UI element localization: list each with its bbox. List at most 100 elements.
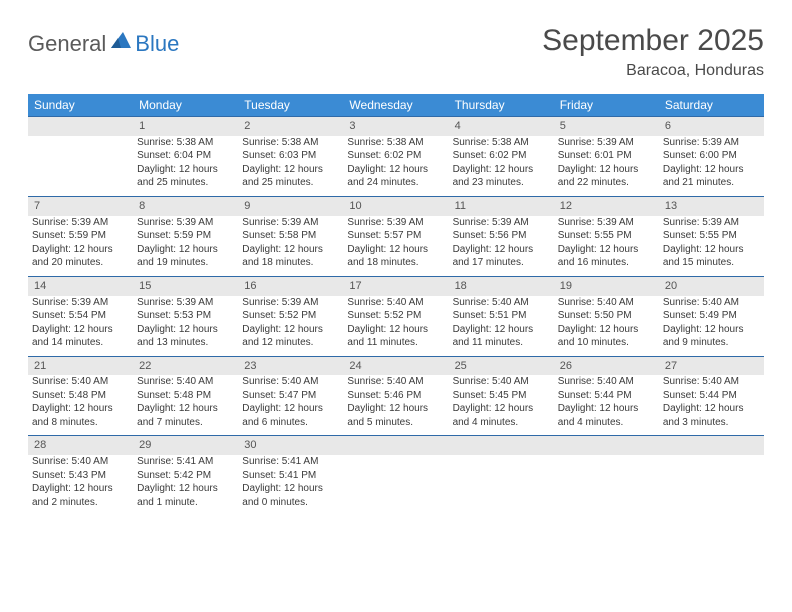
daylight-text: Daylight: 12 hours and 18 minutes. — [347, 243, 444, 270]
day-number: 11 — [449, 196, 554, 215]
sunset-text: Sunset: 5:55 PM — [558, 229, 655, 243]
daylight-text: Daylight: 12 hours and 18 minutes. — [242, 243, 339, 270]
daylight-text: Daylight: 12 hours and 7 minutes. — [137, 402, 234, 429]
day-cell: Sunrise: 5:38 AMSunset: 6:02 PMDaylight:… — [343, 136, 448, 197]
sunset-text: Sunset: 5:47 PM — [242, 389, 339, 403]
day-number — [449, 436, 554, 455]
sunset-text: Sunset: 6:02 PM — [347, 149, 444, 163]
weekday-header: Friday — [554, 94, 659, 117]
day-number: 9 — [238, 196, 343, 215]
daynum-row: 282930 — [28, 436, 764, 455]
daynum-row: 14151617181920 — [28, 276, 764, 295]
day-cell: Sunrise: 5:38 AMSunset: 6:02 PMDaylight:… — [449, 136, 554, 197]
sunrise-text: Sunrise: 5:40 AM — [663, 375, 760, 389]
sunrise-text: Sunrise: 5:40 AM — [558, 375, 655, 389]
sunset-text: Sunset: 5:51 PM — [453, 309, 550, 323]
day-number: 27 — [659, 356, 764, 375]
daylight-text: Daylight: 12 hours and 5 minutes. — [347, 402, 444, 429]
sunrise-text: Sunrise: 5:39 AM — [137, 216, 234, 230]
day-cell — [28, 136, 133, 197]
daylight-text: Daylight: 12 hours and 13 minutes. — [137, 323, 234, 350]
day-cell: Sunrise: 5:40 AMSunset: 5:43 PMDaylight:… — [28, 455, 133, 515]
day-cell: Sunrise: 5:40 AMSunset: 5:52 PMDaylight:… — [343, 296, 448, 357]
day-number — [554, 436, 659, 455]
day-number: 6 — [659, 117, 764, 136]
day-number: 3 — [343, 117, 448, 136]
sunset-text: Sunset: 5:41 PM — [242, 469, 339, 483]
sunrise-text: Sunrise: 5:39 AM — [32, 216, 129, 230]
sunset-text: Sunset: 5:43 PM — [32, 469, 129, 483]
daylight-text: Daylight: 12 hours and 2 minutes. — [32, 482, 129, 509]
day-number: 1 — [133, 117, 238, 136]
sunset-text: Sunset: 6:02 PM — [453, 149, 550, 163]
sunrise-text: Sunrise: 5:38 AM — [137, 136, 234, 150]
day-number: 25 — [449, 356, 554, 375]
day-cell: Sunrise: 5:40 AMSunset: 5:45 PMDaylight:… — [449, 375, 554, 436]
weekday-header: Saturday — [659, 94, 764, 117]
weekday-header: Tuesday — [238, 94, 343, 117]
sunrise-text: Sunrise: 5:39 AM — [663, 136, 760, 150]
title-block: September 2025 Baracoa, Honduras — [542, 24, 764, 80]
day-number: 17 — [343, 276, 448, 295]
sunset-text: Sunset: 5:44 PM — [558, 389, 655, 403]
sunrise-text: Sunrise: 5:40 AM — [453, 375, 550, 389]
sunrise-text: Sunrise: 5:39 AM — [663, 216, 760, 230]
day-number: 20 — [659, 276, 764, 295]
daylight-text: Daylight: 12 hours and 8 minutes. — [32, 402, 129, 429]
day-cell: Sunrise: 5:39 AMSunset: 5:58 PMDaylight:… — [238, 216, 343, 277]
day-number: 12 — [554, 196, 659, 215]
day-cell: Sunrise: 5:38 AMSunset: 6:03 PMDaylight:… — [238, 136, 343, 197]
sunrise-text: Sunrise: 5:40 AM — [347, 375, 444, 389]
day-cell: Sunrise: 5:39 AMSunset: 5:52 PMDaylight:… — [238, 296, 343, 357]
weekday-header: Thursday — [449, 94, 554, 117]
sunrise-text: Sunrise: 5:40 AM — [32, 455, 129, 469]
sunset-text: Sunset: 5:56 PM — [453, 229, 550, 243]
header: General Blue September 2025 Baracoa, Hon… — [28, 24, 764, 80]
location: Baracoa, Honduras — [542, 62, 764, 80]
weekday-header: Sunday — [28, 94, 133, 117]
sunset-text: Sunset: 5:46 PM — [347, 389, 444, 403]
daylight-text: Daylight: 12 hours and 25 minutes. — [137, 163, 234, 190]
day-cell: Sunrise: 5:40 AMSunset: 5:46 PMDaylight:… — [343, 375, 448, 436]
daylight-text: Daylight: 12 hours and 0 minutes. — [242, 482, 339, 509]
daylight-text: Daylight: 12 hours and 12 minutes. — [242, 323, 339, 350]
sunrise-text: Sunrise: 5:40 AM — [558, 296, 655, 310]
daylight-text: Daylight: 12 hours and 9 minutes. — [663, 323, 760, 350]
day-number: 16 — [238, 276, 343, 295]
day-number: 29 — [133, 436, 238, 455]
sunset-text: Sunset: 5:57 PM — [347, 229, 444, 243]
day-number: 24 — [343, 356, 448, 375]
day-number: 13 — [659, 196, 764, 215]
sunset-text: Sunset: 5:48 PM — [32, 389, 129, 403]
day-cell: Sunrise: 5:39 AMSunset: 5:53 PMDaylight:… — [133, 296, 238, 357]
daylight-text: Daylight: 12 hours and 24 minutes. — [347, 163, 444, 190]
day-cell: Sunrise: 5:39 AMSunset: 5:59 PMDaylight:… — [28, 216, 133, 277]
day-cell — [659, 455, 764, 515]
daylight-text: Daylight: 12 hours and 4 minutes. — [453, 402, 550, 429]
day-number: 18 — [449, 276, 554, 295]
sunrise-text: Sunrise: 5:40 AM — [453, 296, 550, 310]
daylight-text: Daylight: 12 hours and 16 minutes. — [558, 243, 655, 270]
sunrise-text: Sunrise: 5:39 AM — [453, 216, 550, 230]
sunrise-text: Sunrise: 5:38 AM — [453, 136, 550, 150]
day-cell: Sunrise: 5:40 AMSunset: 5:44 PMDaylight:… — [659, 375, 764, 436]
day-cell: Sunrise: 5:39 AMSunset: 6:00 PMDaylight:… — [659, 136, 764, 197]
day-cell: Sunrise: 5:39 AMSunset: 5:55 PMDaylight:… — [554, 216, 659, 277]
day-cell: Sunrise: 5:40 AMSunset: 5:51 PMDaylight:… — [449, 296, 554, 357]
daylight-text: Daylight: 12 hours and 22 minutes. — [558, 163, 655, 190]
daylight-text: Daylight: 12 hours and 10 minutes. — [558, 323, 655, 350]
sunrise-text: Sunrise: 5:39 AM — [32, 296, 129, 310]
day-cell: Sunrise: 5:40 AMSunset: 5:48 PMDaylight:… — [28, 375, 133, 436]
logo: General Blue — [28, 30, 179, 57]
day-cell: Sunrise: 5:38 AMSunset: 6:04 PMDaylight:… — [133, 136, 238, 197]
sunrise-text: Sunrise: 5:39 AM — [558, 136, 655, 150]
day-cell: Sunrise: 5:40 AMSunset: 5:48 PMDaylight:… — [133, 375, 238, 436]
day-detail-row: Sunrise: 5:39 AMSunset: 5:59 PMDaylight:… — [28, 216, 764, 277]
day-number: 19 — [554, 276, 659, 295]
sunset-text: Sunset: 5:49 PM — [663, 309, 760, 323]
sunset-text: Sunset: 5:48 PM — [137, 389, 234, 403]
daylight-text: Daylight: 12 hours and 3 minutes. — [663, 402, 760, 429]
month-title: September 2025 — [542, 24, 764, 58]
day-detail-row: Sunrise: 5:40 AMSunset: 5:48 PMDaylight:… — [28, 375, 764, 436]
sunset-text: Sunset: 5:53 PM — [137, 309, 234, 323]
